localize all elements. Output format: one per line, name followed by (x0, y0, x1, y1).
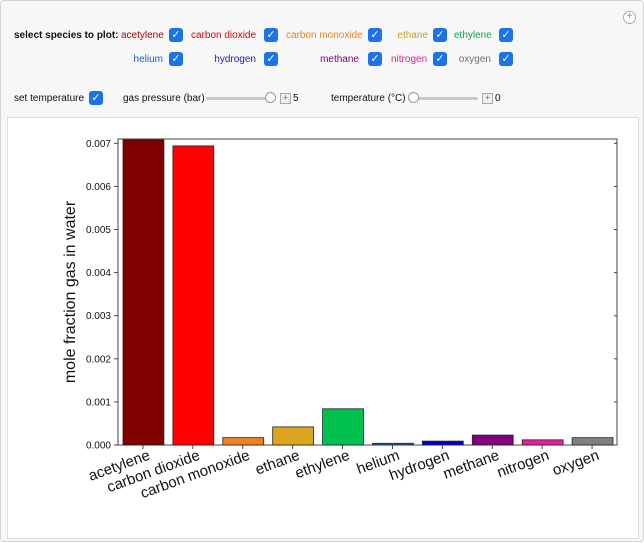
y-tick-label: 0.000 (86, 441, 111, 452)
gas-pressure-label: gas pressure (bar) (123, 93, 205, 104)
species-label-hydrogen: hydrogen (214, 54, 256, 65)
gas-pressure-slider-thumb[interactable] (265, 92, 276, 103)
temperature-expand-icon[interactable]: + (482, 93, 493, 104)
y-tick-label: 0.007 (86, 139, 111, 150)
bar-ethylene (322, 408, 364, 446)
bar-carbon-dioxide (172, 145, 215, 446)
plot-area: 0.000 0.001 0.002 0.003 0.004 0.005 0.006 0.007… (7, 117, 639, 539)
species-label-acetylene: acetylene (121, 30, 164, 41)
set-temperature-label: set temperature (14, 93, 85, 104)
species-checkbox-hydrogen[interactable]: ✓ (264, 52, 278, 66)
species-label-carbon-dioxide: carbon dioxide (191, 30, 257, 41)
gas-pressure-slider-track (206, 97, 276, 100)
bar-hydrogen (421, 440, 464, 446)
species-label-ethane: ethane (397, 30, 428, 41)
species-label-nitrogen: nitrogen (391, 54, 428, 65)
temperature-slider[interactable] (408, 91, 478, 105)
species-label-oxygen: oxygen (458, 54, 491, 65)
x-tick-label: ethylene (293, 447, 352, 482)
species-checkbox-helium[interactable]: ✓ (169, 52, 183, 66)
bar-acetylene (122, 139, 165, 446)
bar-oxygen (571, 437, 614, 446)
species-checkbox-carbon-monoxide[interactable]: ✓ (368, 28, 382, 42)
y-tick-label: 0.002 (86, 354, 111, 365)
gas-pressure-value: 5 (293, 93, 299, 104)
species-checkbox-ethylene[interactable]: ✓ (499, 28, 513, 42)
gas-pressure-expand-icon[interactable]: + (280, 93, 291, 104)
temperature-label: temperature (°C) (331, 93, 406, 104)
select-species-label: select species to plot: (14, 30, 119, 41)
x-tick-label: methane (441, 447, 502, 483)
temperature-slider-thumb[interactable] (408, 92, 419, 103)
species-label-carbon-monoxide: carbon monoxide (286, 30, 363, 41)
species-label-helium: helium (133, 54, 163, 65)
y-tick-label: 0.003 (86, 311, 111, 322)
species-checkbox-oxygen[interactable]: ✓ (499, 52, 513, 66)
plot-frame (117, 138, 618, 446)
species-label-methane: methane (320, 54, 359, 65)
species-checkbox-acetylene[interactable]: ✓ (169, 28, 183, 42)
x-tick-label: oxygen (550, 447, 601, 480)
species-checkbox-carbon-dioxide[interactable]: ✓ (264, 28, 278, 42)
y-axis-label: mole fraction gas in water (62, 200, 79, 383)
temperature-value: 0 (495, 93, 501, 104)
species-label-ethylene: ethylene (454, 30, 492, 41)
panel-options-icon[interactable]: + (623, 11, 636, 24)
bar-helium (372, 442, 414, 446)
gas-pressure-slider[interactable] (206, 91, 276, 105)
bar-carbon-monoxide (222, 437, 265, 446)
temperature-slider-track (408, 97, 478, 100)
set-temperature-checkbox[interactable]: ✓ (89, 91, 103, 105)
y-tick-label: 0.006 (86, 182, 111, 193)
y-tick-label: 0.004 (86, 268, 111, 279)
x-tick-label: nitrogen (495, 447, 552, 482)
y-tick-label: 0.001 (86, 397, 111, 408)
species-checkbox-ethane[interactable]: ✓ (433, 28, 447, 42)
species-checkbox-nitrogen[interactable]: ✓ (433, 52, 447, 66)
bar-chart: 0.000 0.001 0.002 0.003 0.004 0.005 0.006 0.007… (62, 138, 618, 502)
species-checkbox-methane[interactable]: ✓ (368, 52, 382, 66)
bar-nitrogen (521, 439, 564, 446)
bar-ethane (272, 426, 315, 446)
y-tick-label: 0.005 (86, 225, 111, 236)
bar-methane (471, 434, 514, 446)
